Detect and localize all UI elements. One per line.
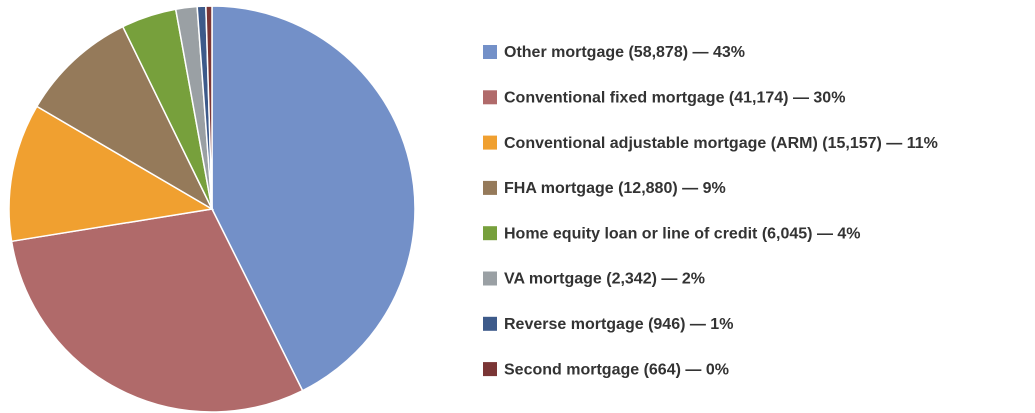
legend-label: Reverse mortgage (946) — 1% bbox=[504, 316, 733, 333]
legend-swatch bbox=[483, 45, 497, 59]
legend-label: Home equity loan or line of credit (6,04… bbox=[504, 225, 861, 242]
legend-swatch bbox=[483, 316, 497, 331]
legend-swatch bbox=[483, 226, 497, 241]
pie-slice bbox=[8, 105, 215, 243]
pie-slice bbox=[10, 208, 304, 413]
pie-slice bbox=[35, 25, 214, 211]
pie-slice bbox=[211, 5, 416, 392]
legend-label: Conventional adjustable mortgage (ARM) (… bbox=[504, 135, 938, 152]
legend-swatch bbox=[483, 362, 497, 377]
legend-label: Conventional fixed mortgage (41,174) — 3… bbox=[504, 90, 845, 107]
legend-swatch bbox=[483, 135, 497, 150]
legend-label: Second mortgage (664) — 0% bbox=[504, 361, 729, 378]
legend-label: Other mortgage (58,878) — 43% bbox=[504, 44, 745, 61]
legend-swatch bbox=[483, 90, 497, 105]
legend-swatch bbox=[483, 180, 497, 195]
pie-slice bbox=[205, 5, 213, 210]
legend-swatch bbox=[483, 271, 497, 286]
legend-label: VA mortgage (2,342) — 2% bbox=[504, 271, 705, 288]
legend-label: FHA mortgage (12,880) — 9% bbox=[504, 180, 726, 197]
